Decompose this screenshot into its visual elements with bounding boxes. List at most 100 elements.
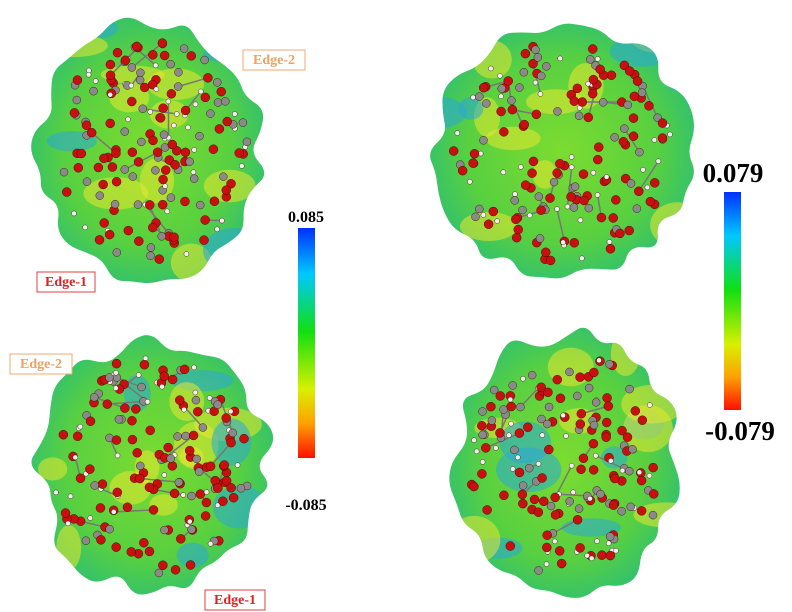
- atom: [469, 159, 478, 168]
- atom: [589, 465, 598, 474]
- atom: [609, 213, 618, 222]
- atom: [543, 531, 552, 540]
- atom: [590, 421, 598, 429]
- atom: [195, 468, 203, 476]
- atom: [168, 375, 177, 384]
- colorbar-min: -0.085: [285, 497, 326, 514]
- atom: [223, 117, 232, 126]
- atom: [542, 543, 551, 552]
- atom: [619, 137, 628, 146]
- atom: [576, 420, 585, 429]
- atom: [128, 148, 137, 157]
- atom: [523, 423, 532, 432]
- atom: [507, 96, 515, 104]
- atom: [623, 433, 632, 442]
- atom: [544, 562, 549, 567]
- atom: [538, 91, 543, 96]
- atom: [91, 481, 99, 489]
- atom: [158, 561, 167, 570]
- atom: [201, 56, 209, 64]
- atom: [589, 75, 598, 84]
- atom: [630, 92, 639, 101]
- atom: [504, 76, 513, 85]
- atom: [188, 525, 196, 533]
- atom: [206, 462, 215, 471]
- atom: [215, 124, 224, 133]
- atom: [589, 368, 598, 377]
- atom: [527, 213, 532, 218]
- atom: [174, 432, 182, 440]
- atom: [217, 87, 226, 96]
- atom: [207, 395, 212, 400]
- atom: [127, 416, 136, 425]
- atom: [486, 402, 495, 411]
- atom: [484, 220, 493, 229]
- atom: [518, 490, 527, 499]
- atom: [558, 56, 563, 61]
- atom: [159, 175, 168, 184]
- atom: [605, 360, 613, 368]
- atom: [530, 495, 539, 504]
- figure: 0.085 -0.085 0.079 -0.079 Edge-2 Edge-1 …: [0, 0, 792, 612]
- atom: [576, 543, 585, 552]
- atom: [646, 197, 655, 206]
- atom: [537, 72, 545, 80]
- atom: [73, 96, 81, 104]
- atom: [99, 154, 108, 163]
- atom: [578, 97, 587, 106]
- atom: [575, 505, 583, 513]
- atom: [148, 109, 153, 114]
- atom: [206, 110, 214, 118]
- atom: [618, 507, 626, 515]
- atom: [90, 393, 98, 401]
- atom: [105, 230, 114, 239]
- atom: [201, 216, 210, 225]
- atom: [53, 490, 58, 495]
- atom: [519, 206, 527, 214]
- atom: [567, 192, 576, 201]
- atom: [611, 133, 619, 141]
- atom: [198, 89, 203, 94]
- atom: [552, 539, 557, 544]
- atom: [222, 414, 231, 423]
- edge-label-text: Edge-2: [253, 53, 295, 68]
- atom: [115, 453, 120, 458]
- atom: [182, 432, 190, 440]
- atom: [134, 157, 143, 166]
- atom: [166, 99, 171, 104]
- atom: [140, 83, 149, 92]
- atom: [518, 499, 527, 508]
- atom: [606, 244, 615, 253]
- atom: [625, 226, 634, 235]
- atom: [499, 94, 504, 99]
- atom: [229, 429, 237, 437]
- atom: [483, 505, 492, 514]
- atom: [628, 445, 636, 453]
- atom: [181, 148, 190, 157]
- atom: [478, 408, 486, 416]
- atom: [469, 482, 478, 491]
- atom: [108, 92, 113, 97]
- atom: [585, 204, 593, 212]
- atom: [171, 160, 180, 169]
- edge-label-text: Edge-2: [20, 357, 62, 372]
- atom: [86, 72, 91, 77]
- atom: [541, 248, 550, 257]
- atom: [510, 466, 515, 471]
- atom: [528, 371, 536, 379]
- atom: [68, 494, 73, 499]
- atom: [571, 490, 576, 495]
- surface-patch: [38, 457, 67, 480]
- atom: [611, 195, 620, 204]
- atom: [171, 565, 180, 574]
- atom: [538, 473, 547, 482]
- atom: [597, 551, 606, 560]
- atom: [174, 83, 182, 91]
- atom: [184, 252, 189, 257]
- molecule: [410, 16, 707, 279]
- atom: [595, 539, 600, 544]
- edge-label: Edge-2: [243, 50, 305, 70]
- atom: [480, 459, 485, 464]
- atom: [220, 461, 229, 470]
- atom: [521, 181, 530, 190]
